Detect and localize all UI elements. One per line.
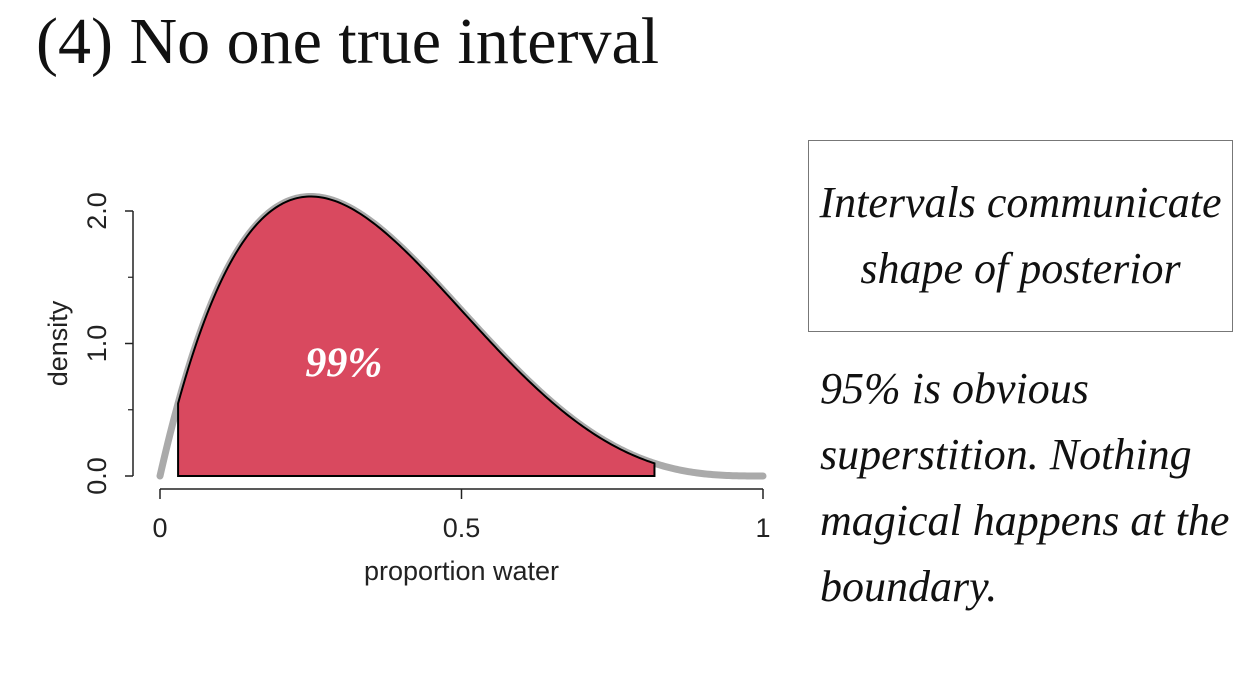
callout-text: Intervals communicate shape of posterior — [819, 178, 1222, 293]
interval-label: 99% — [305, 341, 382, 387]
y-tick-label: 1.0 — [82, 325, 112, 363]
x-tick-label: 0.5 — [443, 513, 481, 543]
y-tick-label: 2.0 — [82, 192, 112, 230]
density-chart: 0 0.5 1 0.0 1.0 2.0 99% proportion water dens… — [43, 192, 771, 586]
slide-title: (4) No one true interval — [36, 5, 660, 78]
x-axis-title: proportion water — [364, 556, 559, 586]
note-text: 95% is obvious superstition. Nothing mag… — [820, 364, 1230, 611]
x-tick-label: 1 — [755, 513, 770, 543]
y-tick-label: 0.0 — [82, 457, 112, 495]
y-axis-title: density — [43, 300, 73, 386]
shaded-interval-area — [177, 195, 656, 477]
x-tick-label: 0 — [152, 513, 167, 543]
callout-box: Intervals communicate shape of posterior — [808, 140, 1233, 332]
axes: 0 0.5 1 0.0 1.0 2.0 — [82, 192, 771, 543]
